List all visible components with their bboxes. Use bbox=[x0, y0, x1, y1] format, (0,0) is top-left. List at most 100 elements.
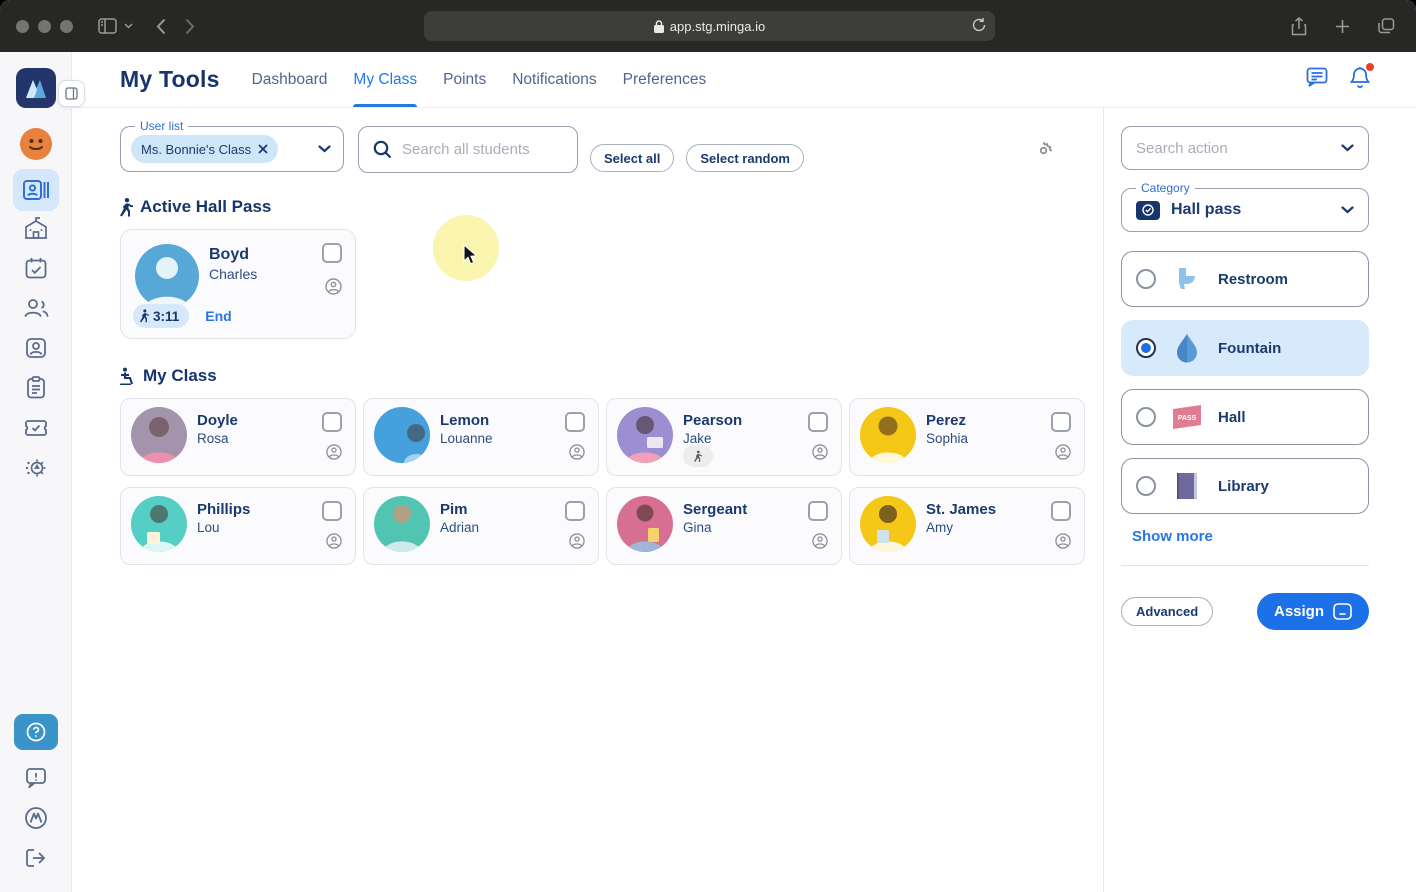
option-restroom[interactable]: Restroom bbox=[1121, 251, 1369, 307]
student-checkbox[interactable] bbox=[1051, 501, 1071, 521]
new-tab-icon[interactable] bbox=[1335, 17, 1350, 36]
show-more-link[interactable]: Show more bbox=[1132, 528, 1213, 545]
radio-button[interactable] bbox=[1136, 269, 1156, 289]
student-checkbox[interactable] bbox=[808, 412, 828, 432]
messages-icon[interactable] bbox=[1306, 67, 1328, 92]
student-checkbox[interactable] bbox=[565, 501, 585, 521]
select-random-button[interactable]: Select random bbox=[686, 144, 804, 172]
url-text: app.stg.minga.io bbox=[669, 18, 766, 34]
user-avatar[interactable] bbox=[19, 128, 52, 160]
student-last-name: Lemon bbox=[440, 412, 490, 429]
search-action-select[interactable]: Search action bbox=[1121, 126, 1369, 170]
user-list-chip[interactable]: Ms. Bonnie's Class bbox=[131, 135, 279, 163]
category-select[interactable]: Category Hall pass bbox=[1121, 181, 1369, 232]
student-last-name: Sergeant bbox=[683, 501, 748, 518]
option-hall[interactable]: PASS Hall bbox=[1121, 389, 1369, 445]
tab-preferences[interactable]: Preferences bbox=[622, 70, 707, 88]
advanced-button[interactable]: Advanced bbox=[1121, 597, 1214, 626]
radio-button[interactable] bbox=[1136, 476, 1156, 496]
chevron-down-icon[interactable] bbox=[124, 23, 133, 29]
tab-my-class[interactable]: My Class bbox=[353, 52, 417, 107]
walking-person-icon bbox=[694, 450, 702, 462]
student-checkbox[interactable] bbox=[322, 501, 342, 521]
pass-type-options: Restroom Fountain PASS Hall bbox=[1121, 251, 1369, 514]
radio-button[interactable] bbox=[1136, 407, 1156, 427]
zoom-window-button[interactable] bbox=[60, 19, 73, 33]
active-pass-card-boyd: Boyd Charles 3:11 bbox=[120, 229, 356, 339]
user-list-select[interactable]: User list Ms. Bonnie's Class bbox=[120, 119, 344, 172]
student-card-phillips[interactable]: Phillips Lou bbox=[120, 487, 356, 565]
sidebar-item-id-badge[interactable] bbox=[25, 337, 47, 364]
sidebar-item-school[interactable] bbox=[24, 216, 48, 244]
tab-points[interactable]: Points bbox=[443, 70, 487, 88]
student-avatar bbox=[374, 407, 430, 463]
logout-icon[interactable] bbox=[25, 848, 47, 873]
profile-circle-icon[interactable] bbox=[569, 444, 585, 465]
search-input[interactable] bbox=[402, 141, 542, 158]
sidebar-item-hall-pass[interactable] bbox=[12, 169, 59, 211]
profile-circle-icon[interactable] bbox=[812, 444, 828, 465]
student-checkbox[interactable] bbox=[565, 412, 585, 432]
student-checkbox[interactable] bbox=[322, 243, 342, 263]
student-card-lemon[interactable]: Lemon Louanne bbox=[363, 398, 599, 476]
student-first-name: Adrian bbox=[440, 520, 480, 535]
share-icon[interactable] bbox=[1291, 16, 1307, 36]
student-card-pim[interactable]: Pim Adrian bbox=[363, 487, 599, 565]
student-card-perez[interactable]: Perez Sophia bbox=[849, 398, 1085, 476]
profile-circle-icon[interactable] bbox=[1055, 533, 1071, 554]
profile-circle-icon[interactable] bbox=[326, 533, 342, 554]
sidebar-item-ticket[interactable] bbox=[24, 419, 48, 442]
minga-circle-icon[interactable] bbox=[24, 806, 48, 835]
student-card-st-james[interactable]: St. James Amy bbox=[849, 487, 1085, 565]
sidebar-item-calendar[interactable] bbox=[25, 257, 47, 284]
feedback-icon[interactable] bbox=[25, 767, 47, 793]
app-header: My Tools Dashboard My Class Points Notif… bbox=[72, 52, 1416, 108]
profile-circle-icon[interactable] bbox=[1055, 444, 1071, 465]
end-pass-button[interactable]: End bbox=[205, 308, 232, 324]
student-card-doyle[interactable]: Doyle Rosa bbox=[120, 398, 356, 476]
option-fountain[interactable]: Fountain bbox=[1121, 320, 1369, 376]
traffic-lights[interactable] bbox=[16, 19, 73, 33]
back-button[interactable] bbox=[156, 18, 166, 35]
profile-circle-icon[interactable] bbox=[325, 278, 342, 300]
assign-button[interactable]: Assign bbox=[1256, 593, 1369, 630]
student-avatar bbox=[374, 496, 430, 552]
radio-button-selected[interactable] bbox=[1136, 338, 1156, 358]
sidebar-item-people[interactable] bbox=[23, 298, 49, 323]
forward-button[interactable] bbox=[185, 18, 195, 35]
student-last-name: St. James bbox=[926, 501, 997, 518]
profile-circle-icon[interactable] bbox=[569, 533, 585, 554]
tab-notifications[interactable]: Notifications bbox=[512, 70, 597, 88]
minimize-window-button[interactable] bbox=[38, 19, 51, 33]
address-bar[interactable]: app.stg.minga.io bbox=[424, 11, 995, 41]
chevron-down-icon bbox=[1341, 201, 1354, 219]
select-all-button[interactable]: Select all bbox=[590, 144, 675, 172]
student-checkbox[interactable] bbox=[322, 412, 342, 432]
profile-circle-icon[interactable] bbox=[812, 533, 828, 554]
profile-circle-icon[interactable] bbox=[326, 444, 342, 465]
tab-dashboard[interactable]: Dashboard bbox=[251, 70, 328, 88]
help-button[interactable] bbox=[13, 714, 58, 750]
student-card-pearson[interactable]: Pearson Jake bbox=[606, 398, 842, 476]
page-title: My Tools bbox=[120, 66, 220, 92]
student-avatar bbox=[860, 407, 916, 463]
walking-person-icon bbox=[140, 309, 149, 323]
student-checkbox[interactable] bbox=[808, 501, 828, 521]
close-window-button[interactable] bbox=[16, 19, 29, 33]
student-avatar bbox=[860, 496, 916, 552]
minga-logo[interactable] bbox=[15, 68, 56, 108]
settings-gear-icon[interactable] bbox=[1033, 140, 1054, 166]
student-card-sergeant[interactable]: Sergeant Gina bbox=[606, 487, 842, 565]
reload-icon[interactable] bbox=[972, 17, 986, 36]
remove-chip-icon[interactable] bbox=[258, 144, 268, 154]
notifications-bell-icon[interactable] bbox=[1349, 62, 1374, 94]
tab-overview-icon[interactable] bbox=[1378, 17, 1395, 36]
sidebar-item-clipboard[interactable] bbox=[26, 376, 46, 404]
collapse-sidebar-button[interactable] bbox=[58, 80, 85, 107]
student-search-field[interactable] bbox=[358, 126, 578, 173]
student-checkbox[interactable] bbox=[1051, 412, 1071, 432]
option-library[interactable]: Library bbox=[1121, 458, 1369, 514]
notification-badge bbox=[1366, 62, 1374, 71]
sidebar-item-automations[interactable] bbox=[24, 456, 48, 485]
sidebar-toggle-icon[interactable] bbox=[98, 18, 117, 34]
